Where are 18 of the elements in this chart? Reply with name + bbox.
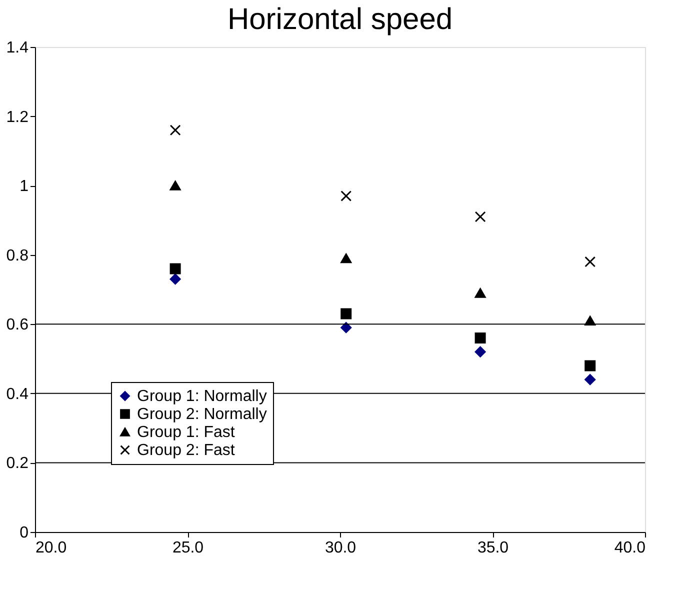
y-tick-label: 0 — [20, 524, 29, 542]
x-tick-label: 40.0 — [614, 540, 646, 556]
x-tick-label: 35.0 — [477, 540, 509, 556]
chart-title: Horizontal speed — [227, 3, 453, 36]
x-tick-label: 25.0 — [172, 540, 204, 556]
legend-label: Group 2: Normally — [137, 406, 267, 423]
y-tick-label: 0.8 — [6, 247, 29, 264]
y-tick-label: 1.2 — [6, 108, 29, 126]
y-tick-label: 0.2 — [6, 455, 29, 472]
y-tick-label: 0.6 — [6, 316, 29, 334]
y-tick-label: 1.4 — [6, 40, 29, 56]
legend-label: Group 1: Fast — [137, 424, 236, 441]
legend-label: Group 1: Normally — [137, 388, 267, 405]
x-tick-label: 30.0 — [324, 540, 356, 556]
y-tick-label: 0.4 — [6, 386, 29, 403]
y-tick-label: 1 — [20, 178, 29, 196]
x-tick-label: 20.0 — [36, 540, 67, 556]
legend-label: Group 2: Fast — [137, 442, 236, 459]
